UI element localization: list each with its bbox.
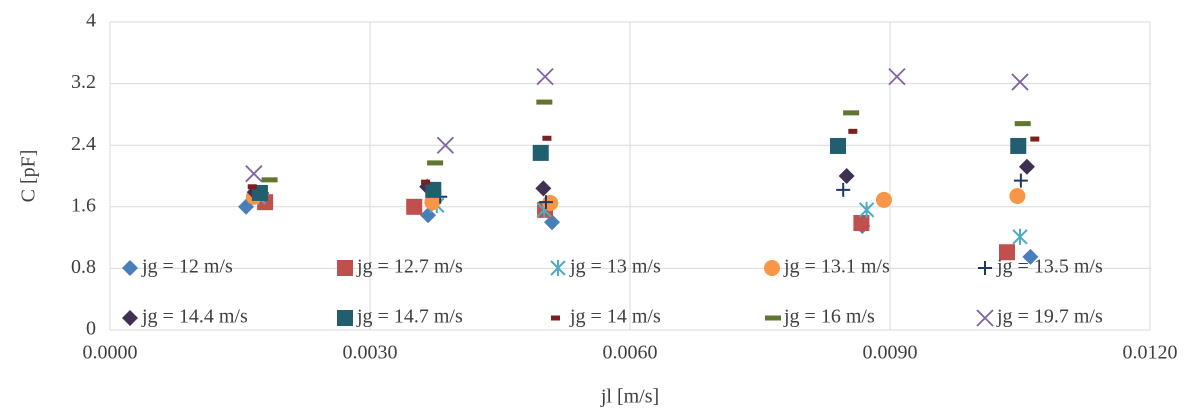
legend-marker [765,315,781,321]
legend-marker [337,310,353,326]
scatter-point [544,214,560,231]
scatter-point [1014,121,1031,127]
y-tick-label: 4 [86,10,96,32]
scatter-point [436,136,455,154]
scatter-point [1012,228,1028,245]
scatter-point [853,214,870,231]
scatter-point [875,191,892,208]
legend-marker [122,310,138,326]
y-tick-label: 1.6 [71,194,96,216]
legend-label: jg = 19.7 m/s [996,306,1103,328]
legend-marker [122,260,138,276]
legend-label: jg = 16 m/s [783,306,875,328]
legend-label: jg = 12.7 m/s [356,256,463,278]
scatter-point [425,181,442,198]
scatter-point [1022,248,1039,265]
legend-marker [550,260,566,276]
scatter-point [999,244,1015,261]
legend-label: jg = 14 m/s [569,306,661,328]
legend-label: jg = 13.1 m/s [783,256,890,278]
scatter-point [1011,73,1029,91]
legend-label: jg = 12 m/s [141,256,233,278]
legend-marker [551,315,560,321]
x-tick-label: 0.0030 [343,342,398,364]
legend-label: jg = 14.7 m/s [356,306,463,328]
scatter-point [427,160,444,166]
y-tick-label: 0 [86,318,96,340]
scatter-point [1018,158,1035,175]
scatter-point [838,168,855,184]
scatter-point [542,135,552,141]
scatter-point [536,68,554,86]
scatter-point [536,99,553,105]
legend-label: jg = 13 m/s [569,256,661,278]
legend-label: jg = 13.5 m/s [996,256,1103,278]
legend-marker [337,260,353,276]
y-axis-title: C [pF] [18,150,40,203]
scatter-point [858,201,875,218]
legend-marker [978,261,992,275]
scatter-point [830,137,846,154]
legend-label: jg = 14.4 m/s [141,306,248,328]
scatter-point [535,180,552,197]
x-tick-label: 0.0000 [83,342,138,364]
x-tick-label: 0.0060 [603,342,658,364]
scatter-point [247,184,257,190]
scatter-point [848,128,858,134]
scatter-point [261,177,278,183]
legend-marker [976,309,994,327]
scatter-point [532,144,549,161]
legend-marker [764,260,780,276]
x-axis-title: jl [m/s] [600,386,659,408]
y-tick-label: 2.4 [71,133,96,155]
scatter-point [1030,136,1040,142]
scatter-point [424,194,441,211]
x-tick-label: 0.0090 [863,342,918,364]
y-tick-label: 3.2 [71,71,96,93]
scatter-point [245,165,263,183]
scatter-point [836,182,851,197]
scatter-point [1010,137,1027,154]
scatter-point [421,179,431,185]
scatter-point [406,198,423,215]
scatter-point [1009,188,1026,205]
y-tick-label: 0.8 [71,256,96,278]
scatter-point [888,68,906,86]
scatter-point [538,195,553,210]
x-tick-label: 0.0120 [1123,342,1178,364]
scatter-point [1013,173,1028,188]
scatter-point [843,110,860,116]
